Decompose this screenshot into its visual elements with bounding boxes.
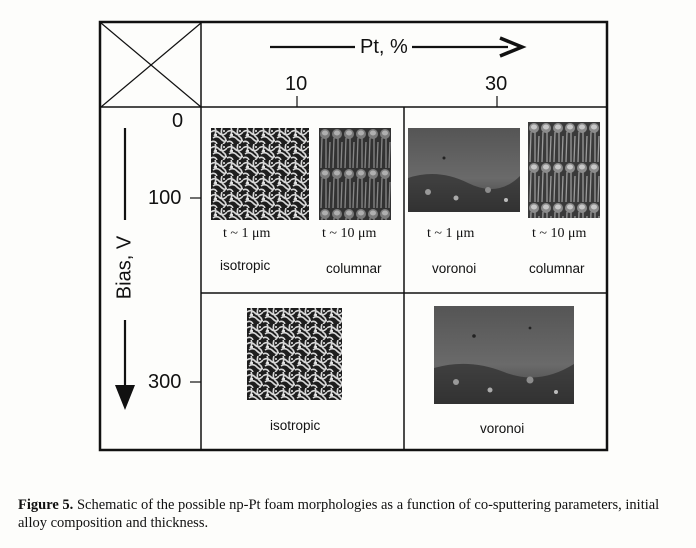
thickness-label-vor-thin: t ~ 1 μm (427, 226, 475, 241)
caption-text: Schematic of the possible np-Pt foam mor… (18, 497, 660, 531)
pt-axis-label: Pt, % (360, 36, 408, 58)
bias-tick-300: 300 (148, 371, 182, 393)
thickness-label-col-pt10: t ~ 10 μm (322, 226, 377, 241)
thickness-label-col-pt30: t ~ 10 μm (532, 226, 587, 241)
morphology-label-isotropic-r2: isotropic (270, 418, 321, 433)
sem-image-voronoi-thin (408, 128, 520, 212)
bias-tick-0: 0 (172, 110, 184, 132)
thickness-label-iso-thin: t ~ 1 μm (223, 226, 271, 241)
morphology-label-columnar-pt10: columnar (326, 261, 382, 276)
morphology-label-voronoi-r2: voronoi (480, 421, 525, 436)
bias-tick-100: 100 (148, 187, 182, 209)
figure-caption: Figure 5. Schematic of the possible np-P… (18, 496, 678, 532)
bias-axis-label: Bias, V (113, 235, 136, 300)
sem-image-columnar-pt10 (319, 128, 391, 220)
sem-image-isotropic-thin (211, 128, 309, 220)
sem-image-columnar-pt30 (528, 122, 600, 218)
caption-label: Figure 5. (18, 497, 74, 513)
morphology-label-columnar-pt30: columnar (529, 261, 585, 276)
pt-tick-30: 30 (485, 73, 508, 95)
figure-grid (98, 20, 609, 452)
pt-tick-10: 10 (285, 73, 308, 95)
morphology-label-voronoi-r1: voronoi (432, 261, 477, 276)
sem-image-voronoi-r2 (434, 306, 574, 404)
sem-image-isotropic-r2 (247, 308, 342, 400)
morphology-label-isotropic-r1: isotropic (220, 258, 271, 273)
morphology-figure: Pt, % 10 30 0 100 300 Bias, V t ~ 1 μm t… (98, 20, 609, 452)
